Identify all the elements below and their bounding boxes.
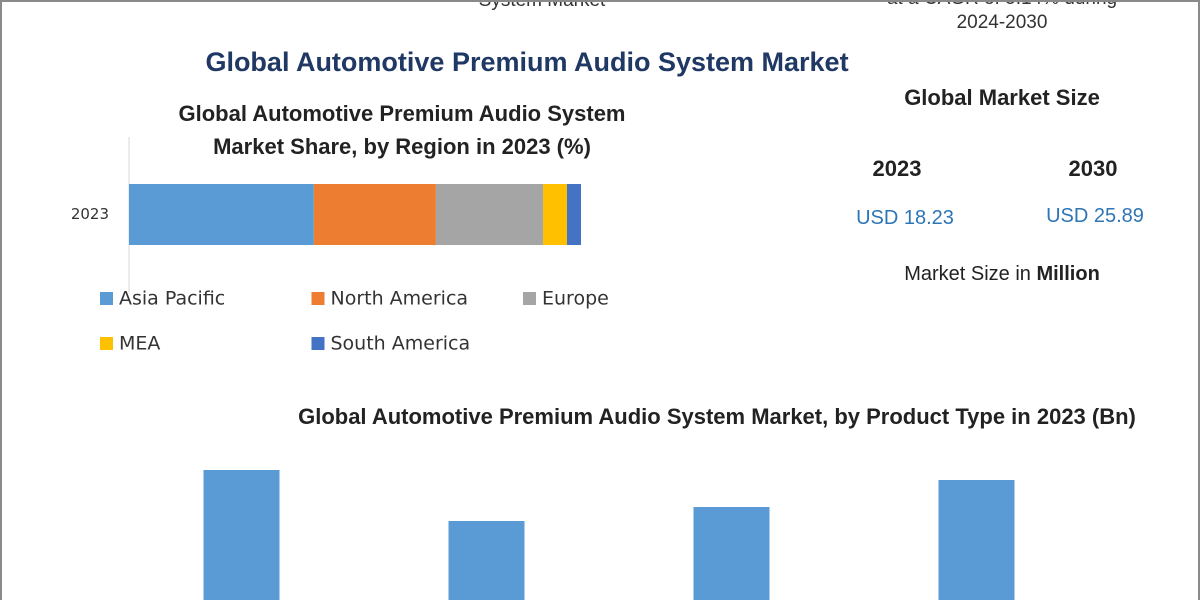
bar xyxy=(693,507,770,600)
bar xyxy=(938,480,1015,600)
header-fragment: at a CAGR of 5.14% during xyxy=(852,2,1152,10)
unit-note: Market Size in Million xyxy=(842,263,1162,286)
legend-label: North America xyxy=(331,288,469,310)
bar xyxy=(448,521,525,600)
chart-title: Global Automotive Premium Audio System M… xyxy=(298,404,1136,429)
bar-segment xyxy=(543,184,567,245)
market-heading: Global Market Size xyxy=(904,85,1100,110)
bar-segment xyxy=(313,184,436,245)
bar-segment xyxy=(129,184,314,245)
header-fragment: System Market xyxy=(478,0,606,11)
bar-segment xyxy=(435,184,544,245)
main-title: Global Automotive Premium Audio System M… xyxy=(205,47,849,77)
legend-swatch xyxy=(311,337,325,350)
unit-prefix: Market Size in xyxy=(904,263,1031,285)
legend-swatch xyxy=(100,337,113,350)
unit: Million xyxy=(1036,263,1100,285)
legend-label: Europe xyxy=(542,288,609,310)
year: 2030 xyxy=(1068,156,1118,181)
chart-title: Global Automotive Premium Audio System M… xyxy=(178,101,626,159)
legend-swatch xyxy=(523,292,536,305)
legend-swatch xyxy=(311,292,325,305)
legend-label: Asia Pacific xyxy=(119,288,225,310)
market-value: USD 18.23 xyxy=(856,207,954,229)
legend-swatch xyxy=(100,292,113,305)
bar-segment xyxy=(566,184,581,245)
y-tick-label: 2023 xyxy=(71,205,109,223)
market-value: USD 25.89 xyxy=(1046,205,1144,227)
year: 2023 xyxy=(872,156,922,181)
legend-label: MEA xyxy=(119,333,160,355)
legend-label: South America xyxy=(331,333,471,355)
period: 2024-2030 xyxy=(956,12,1048,33)
bar xyxy=(203,470,280,600)
